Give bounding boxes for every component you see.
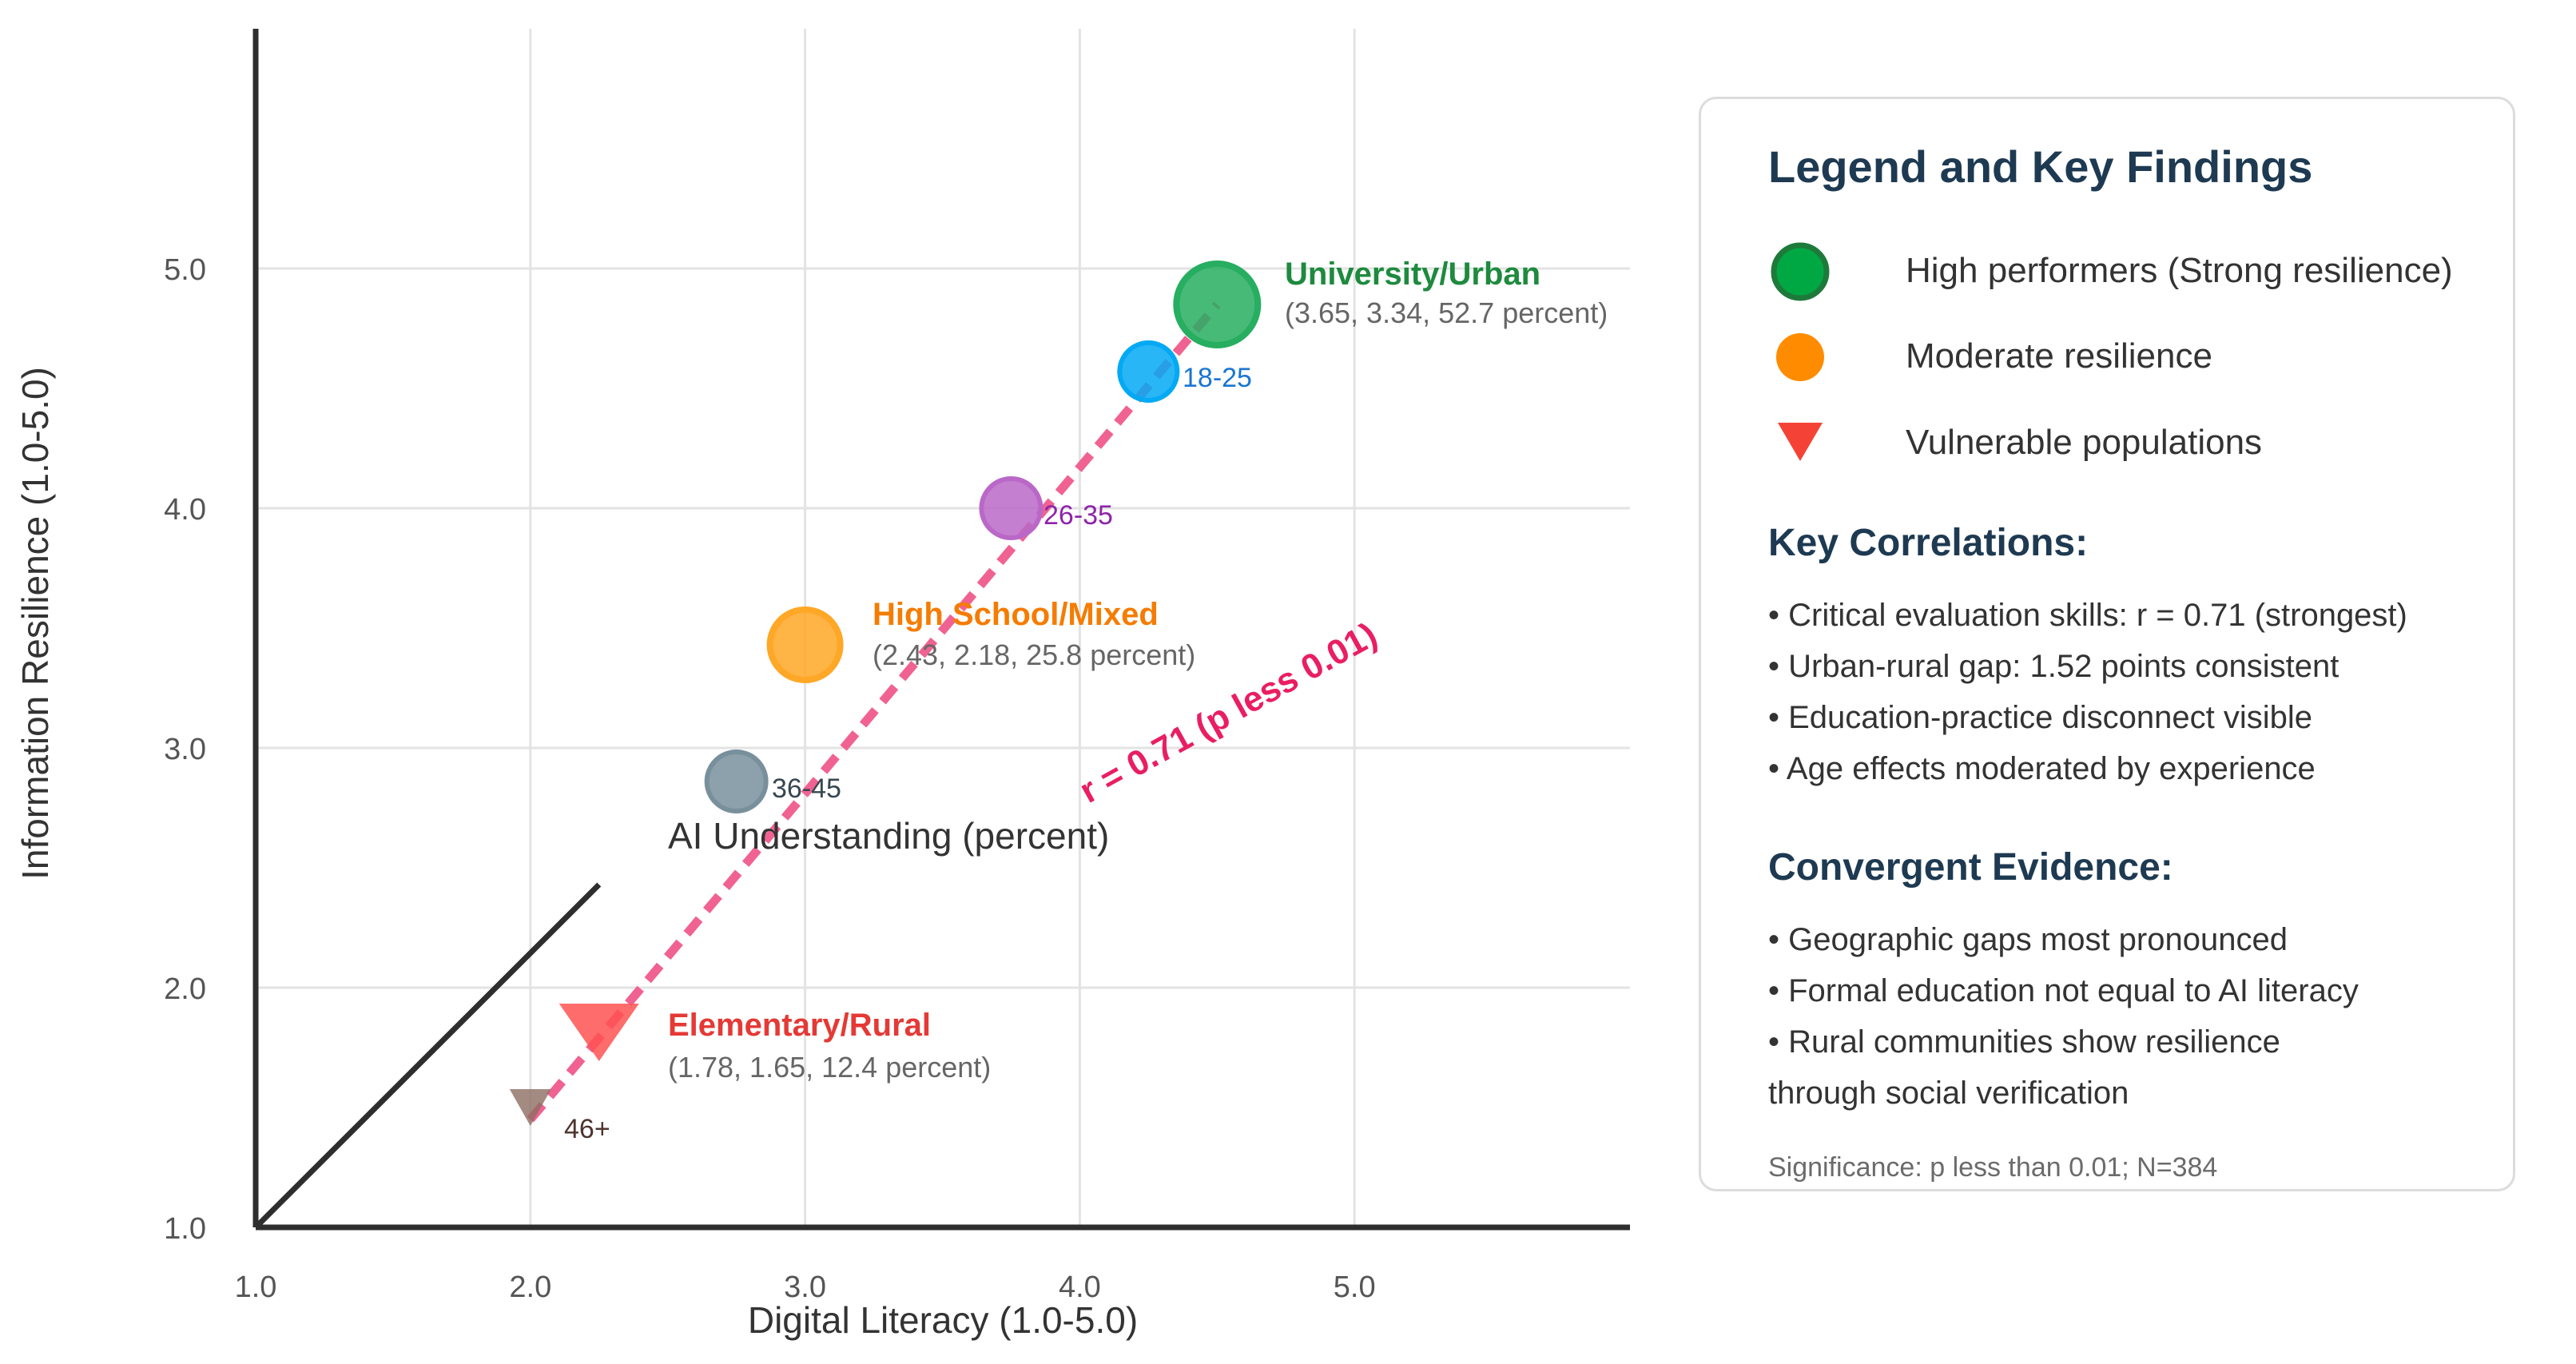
x-tick-label: 4.0 [1059,1271,1101,1304]
x-tick-label: 3.0 [784,1271,826,1304]
green-circle-icon [1771,242,1830,301]
legend-panel: Legend and Key Findings High performers … [1699,97,2515,1191]
education-marker-elementary-rural [559,1004,639,1061]
correlation-item: • Urban-rural gap: 1.52 points consisten… [1768,649,2339,684]
age-label: 36-45 [772,773,841,804]
age-marker-26-35 [979,476,1044,540]
y-tick-label: 1.0 [164,1212,206,1246]
education-label: High School/Mixed [873,597,1159,632]
age-label: 46+ [564,1114,610,1144]
data-markers [509,260,1262,1126]
y-tick-label: 3.0 [164,733,206,766]
y-tick-label: 4.0 [164,493,206,527]
legend-marker-vulnerable [1778,423,1823,461]
education-detail: (3.65, 3.34, 52.7 percent) [1285,296,1608,329]
legend-label-high: High performers (Strong resilience) [1906,251,2453,290]
legend-marker-high [1771,242,1830,301]
data-labels: University/Urban (3.65, 3.34, 52.7 percen… [564,256,1608,1144]
age-label: 26-35 [1044,500,1113,531]
size-annotation: AI Understanding (percent) [668,815,1109,857]
education-label: University/Urban [1285,256,1540,292]
reference-line-group [253,882,602,1230]
education-label: Elementary/Rural [668,1008,931,1043]
legend-label-vulnerable: Vulnerable populations [1906,423,2263,462]
axes [252,29,1630,1231]
significance-note: Significance: p less than 0.01; N=384 [1768,1152,2218,1183]
red-triangle-icon [1778,423,1823,461]
y-tick-label: 5.0 [164,253,206,287]
education-detail: (1.78, 1.65, 12.4 percent) [668,1051,991,1084]
x-tick-label: 2.0 [509,1271,551,1304]
y-axis-label: Information Resilience (1.0-5.0) [14,367,56,880]
age-marker-36-45 [704,750,769,813]
correlations-heading: Key Correlations: [1768,522,2089,564]
legend-title: Legend and Key Findings [1768,141,2313,192]
education-marker-university-urban [1173,260,1262,348]
correlation-item: • Age effects moderated by experience [1768,751,2316,786]
evidence-item: • Rural communities show resilience [1768,1024,2280,1060]
x-tick-label: 1.0 [235,1271,277,1304]
x-axis-label: Digital Literacy (1.0-5.0) [748,1299,1138,1341]
age-marker-46+ [509,1089,551,1126]
y-tick-label: 2.0 [164,972,206,1006]
education-detail: (2.43, 2.18, 25.8 percent) [873,638,1195,671]
legend-label-moderate: Moderate resilience [1906,336,2212,376]
legend-marker-moderate [1776,333,1824,381]
trend-line-group: r = 0.71 (p less 0.01) [527,301,1384,1123]
age-label: 18-25 [1183,363,1252,393]
orange-circle-icon [1776,333,1824,381]
correlation-item: • Critical evaluation skills: r = 0.71 (… [1768,598,2407,633]
correlation-item: • Education-practice disconnect visible [1768,700,2313,735]
evidence-item: • Formal education not equal to AI liter… [1768,973,2359,1008]
evidence-heading: Convergent Evidence: [1768,846,2173,889]
evidence-item: through social verification [1768,1076,2129,1111]
education-marker-high-school-mixed [766,606,844,683]
age-marker-18-25 [1117,340,1180,403]
tick-labels: 1.0 2.0 3.0 4.0 5.0 1.0 2.0 3.0 4.0 5.0 [164,253,1375,1304]
x-tick-label: 5.0 [1334,1271,1376,1304]
evidence-item: • Geographic gaps most pronounced [1768,922,2288,957]
reference-line [253,882,602,1230]
trend-line [527,301,1221,1123]
